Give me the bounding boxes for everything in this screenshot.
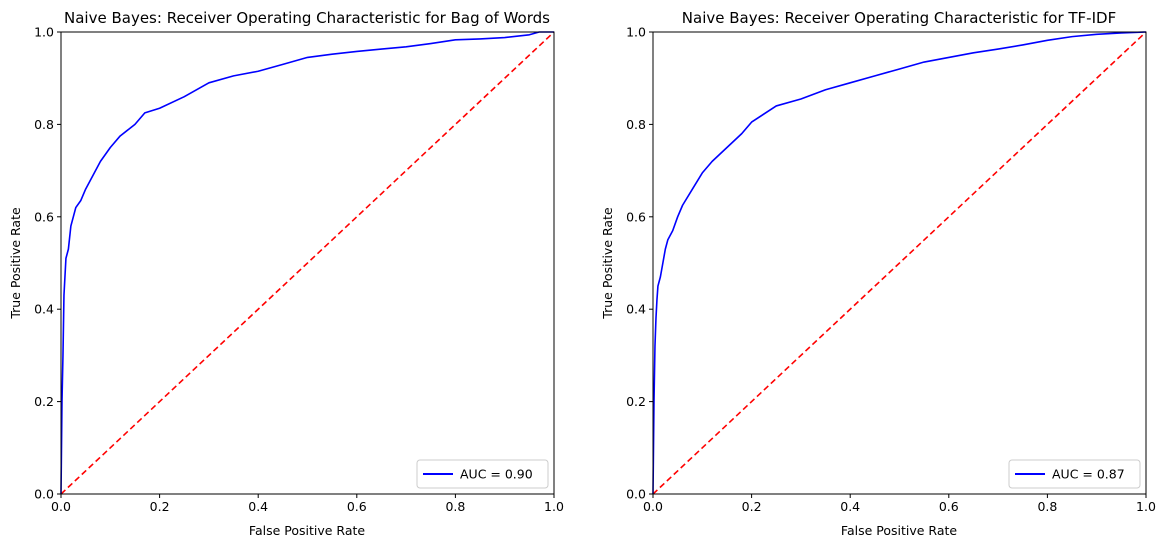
y-tick-label: 0.4 — [626, 302, 646, 317]
x-tick-label: 0.0 — [51, 499, 71, 514]
chart-title: Naive Bayes: Receiver Operating Characte… — [682, 9, 1116, 27]
y-tick-label: 0.0 — [34, 487, 54, 502]
y-tick-label: 0.0 — [626, 487, 646, 502]
x-tick-label: 0.8 — [445, 499, 465, 514]
legend: AUC = 0.87 — [1008, 459, 1141, 489]
plot-frame — [60, 31, 555, 495]
series-layer — [652, 31, 1147, 495]
y-tick-label: 0.4 — [34, 302, 54, 317]
roc-curve-line — [652, 31, 1147, 495]
y-axis-label: True Positive Rate — [600, 207, 615, 320]
x-axis-label: False Positive Rate — [841, 523, 957, 538]
x-axis-label: False Positive Rate — [249, 523, 365, 538]
legend-label: AUC = 0.87 — [1052, 467, 1125, 482]
x-tick-label: 0.2 — [150, 499, 170, 514]
legend-box — [416, 459, 549, 489]
x-tick-label: 0.6 — [347, 499, 367, 514]
plot-frame — [652, 31, 1147, 495]
y-tick-label: 0.8 — [34, 117, 54, 132]
roc-curve-line — [60, 31, 554, 495]
roc-chart-bag-of-words: Naive Bayes: Receiver Operating Characte… — [8, 9, 564, 538]
y-tick-label: 0.6 — [34, 209, 54, 224]
x-tick-label: 0.4 — [840, 499, 860, 514]
y-tick-label: 0.2 — [626, 394, 646, 409]
legend-box — [1008, 459, 1141, 489]
x-tick-label: 0.6 — [939, 499, 959, 514]
y-tick-label: 1.0 — [626, 25, 646, 40]
x-tick-label: 0.4 — [248, 499, 268, 514]
legend-label: AUC = 0.90 — [460, 467, 533, 482]
y-tick-label: 1.0 — [34, 25, 54, 40]
legend: AUC = 0.90 — [416, 459, 549, 489]
x-tick-label: 0.8 — [1037, 499, 1057, 514]
chance-diagonal-line — [60, 31, 555, 495]
x-tick-label: 0.2 — [742, 499, 762, 514]
x-tick-label: 1.0 — [1136, 499, 1156, 514]
roc-chart-tf-idf: Naive Bayes: Receiver Operating Characte… — [600, 9, 1156, 538]
y-tick-label: 0.6 — [626, 209, 646, 224]
chart-title: Naive Bayes: Receiver Operating Characte… — [64, 9, 550, 27]
ticks-layer: 0.0 0.2 0.4 0.6 0.8 1.0 0.0 0.2 0.4 0.6 0.8 1.0 — [34, 25, 564, 515]
ticks-layer: 0.0 0.2 0.4 0.6 0.8 1.0 0.0 0.2 0.4 0.6 0.8 1.0 — [626, 25, 1156, 515]
series-layer — [60, 31, 555, 495]
y-axis-label: True Positive Rate — [8, 207, 23, 320]
y-tick-label: 0.2 — [34, 394, 54, 409]
x-tick-label: 1.0 — [544, 499, 564, 514]
x-tick-label: 0.0 — [643, 499, 663, 514]
y-tick-label: 0.8 — [626, 117, 646, 132]
chance-diagonal-line — [652, 31, 1147, 495]
